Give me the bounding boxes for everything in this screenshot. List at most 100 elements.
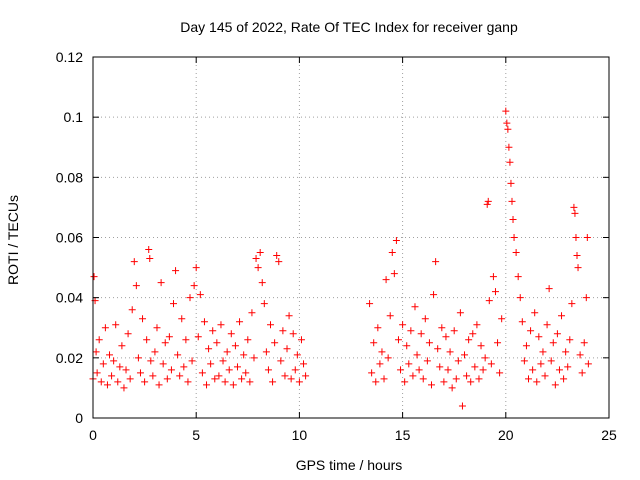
data-point <box>112 321 120 329</box>
data-point <box>584 360 592 368</box>
data-point <box>481 354 489 362</box>
data-point <box>430 291 438 299</box>
data-point <box>545 285 553 293</box>
data-point <box>518 318 526 326</box>
data-point <box>236 318 244 326</box>
y-tick-label: 0.02 <box>56 350 83 366</box>
data-point <box>184 378 192 386</box>
data-point <box>211 375 219 383</box>
data-point <box>297 336 305 344</box>
data-point <box>258 279 266 287</box>
data-point <box>512 249 520 257</box>
data-point <box>291 366 299 374</box>
data-point <box>570 203 578 211</box>
data-point <box>205 345 213 353</box>
data-point <box>271 339 279 347</box>
data-point <box>116 363 124 371</box>
data-point <box>502 107 510 115</box>
data-point <box>244 336 252 344</box>
data-point <box>580 339 588 347</box>
y-tick-label: 0 <box>75 410 83 426</box>
data-point <box>103 381 111 389</box>
data-point <box>281 372 289 380</box>
data-point <box>558 312 566 320</box>
data-point <box>487 360 495 368</box>
data-point <box>555 366 563 374</box>
data-point <box>163 375 171 383</box>
data-point <box>182 336 190 344</box>
data-point <box>136 369 144 377</box>
data-point <box>489 273 497 281</box>
data-point <box>192 264 200 272</box>
data-point <box>269 378 277 386</box>
data-point <box>390 270 398 278</box>
data-point <box>194 333 202 341</box>
y-tick-label: 0.04 <box>56 290 83 306</box>
data-point <box>300 360 308 368</box>
data-point <box>384 354 392 362</box>
data-point <box>378 348 386 356</box>
data-point <box>130 258 138 266</box>
data-point <box>573 252 581 260</box>
data-point <box>531 309 539 317</box>
data-point <box>427 381 435 389</box>
data-point <box>483 200 491 208</box>
data-point <box>139 315 147 323</box>
data-point <box>456 309 464 317</box>
data-point <box>434 345 442 353</box>
data-point <box>432 258 440 266</box>
data-point <box>209 327 217 335</box>
grid-layer <box>93 57 609 418</box>
data-point <box>405 360 413 368</box>
data-point <box>141 378 149 386</box>
data-point <box>543 321 551 329</box>
data-point <box>516 294 524 302</box>
data-point <box>106 351 114 359</box>
data-point <box>215 372 223 380</box>
data-point <box>553 330 561 338</box>
y-tick-label: 0.08 <box>56 169 83 185</box>
data-point <box>498 315 506 323</box>
data-point <box>509 215 517 223</box>
data-point <box>176 372 184 380</box>
data-point <box>285 312 293 320</box>
data-point <box>576 351 584 359</box>
data-point <box>90 273 98 281</box>
data-point <box>95 336 103 344</box>
data-point <box>504 125 512 133</box>
data-point <box>409 372 417 380</box>
data-point <box>503 119 511 127</box>
data-point <box>246 378 254 386</box>
data-point <box>551 381 559 389</box>
data-point <box>479 366 487 374</box>
data-point <box>566 336 574 344</box>
data-point <box>118 342 126 350</box>
data-point <box>392 237 400 245</box>
data-point <box>260 300 268 308</box>
data-point <box>252 255 260 263</box>
data-point <box>399 321 407 329</box>
data-point <box>99 360 107 368</box>
data-point <box>188 357 196 365</box>
data-point <box>484 197 492 205</box>
data-point <box>186 294 194 302</box>
data-point <box>169 300 177 308</box>
data-point <box>568 300 576 308</box>
data-point <box>467 378 475 386</box>
data-point <box>229 381 237 389</box>
data-point <box>529 366 537 374</box>
data-point <box>547 357 555 365</box>
data-point <box>277 357 285 365</box>
data-point <box>248 309 256 317</box>
data-point <box>520 357 528 365</box>
data-point <box>151 348 159 356</box>
data-point <box>578 369 586 377</box>
data-point <box>508 197 516 205</box>
data-point <box>461 351 469 359</box>
data-point <box>147 357 155 365</box>
data-point <box>250 354 258 362</box>
data-point <box>386 312 394 320</box>
x-tick-label: 25 <box>601 427 617 443</box>
data-point <box>506 158 514 166</box>
